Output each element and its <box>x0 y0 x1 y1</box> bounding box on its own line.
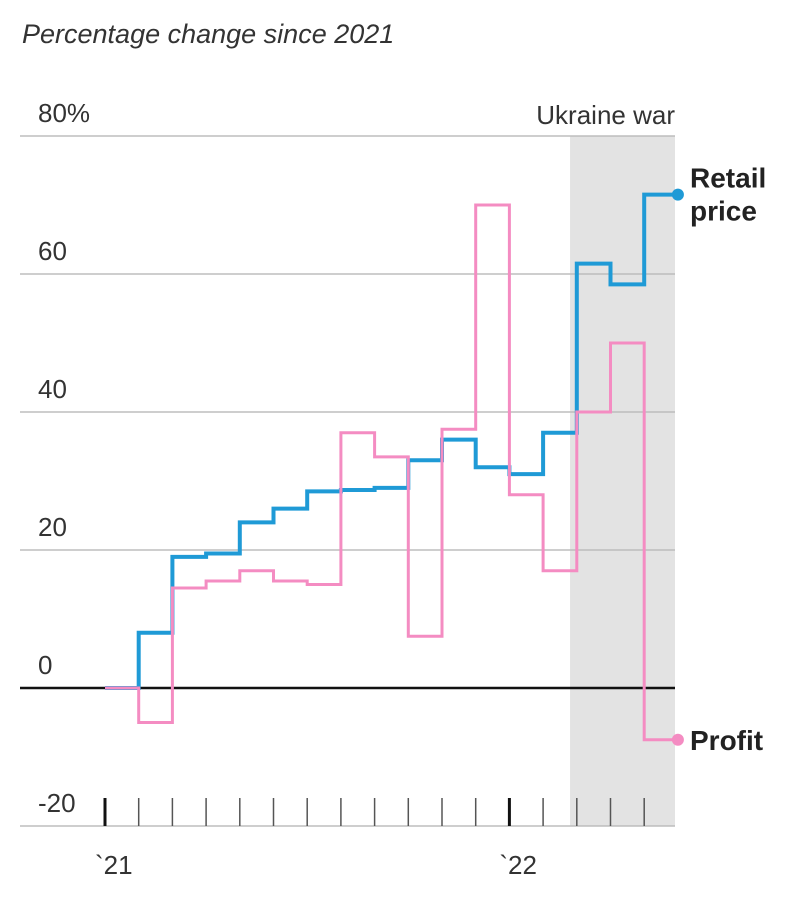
series-end-marker-retail-price <box>671 188 684 201</box>
series-label-retail-price: Retail <box>690 163 766 194</box>
series-line-profit <box>105 203 678 742</box>
series-label-retail-price: price <box>690 196 757 227</box>
series-line-retail-price <box>105 192 678 690</box>
y-tick-label: 20 <box>38 512 67 542</box>
y-tick-label: 0 <box>38 650 52 680</box>
y-tick-label: -20 <box>38 788 76 818</box>
series-end-marker-profit <box>671 733 684 746</box>
x-tick-label: `22 <box>499 850 537 880</box>
series-label-profit: Profit <box>690 725 763 756</box>
y-tick-label: 80% <box>38 98 90 128</box>
shaded-region-ukraine-war <box>570 136 675 826</box>
x-tick-label: `21 <box>95 850 133 880</box>
y-tick-label: 40 <box>38 374 67 404</box>
shaded-region-label: Ukraine war <box>536 100 675 130</box>
chart-subtitle: Percentage change since 2021 <box>22 19 394 49</box>
y-tick-label: 60 <box>38 236 67 266</box>
